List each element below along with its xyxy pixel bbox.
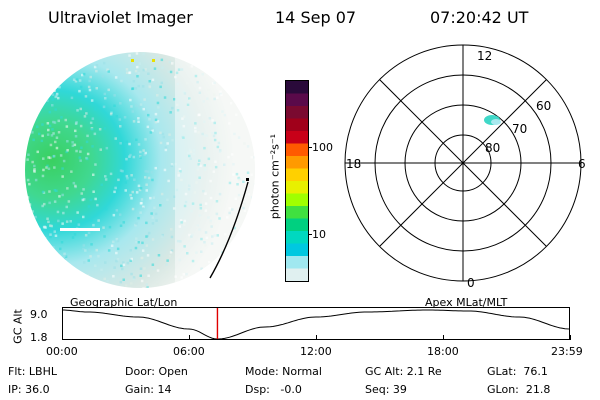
colorbar-segment [286,243,308,257]
status-door: Door: Open [125,365,188,378]
timeline-ytick-low: 1.8 [30,331,48,344]
image-gap-line [60,228,100,231]
lat-label-70: 70 [512,122,527,136]
colorbar-segment [286,268,308,282]
status-ip: IP: 36.0 [8,383,50,396]
terminator-line [209,181,249,279]
timeline-right-title: Apex MLat/MLT [425,296,508,309]
timeline-left-title: Geographic Lat/Lon [70,296,178,309]
status-gcalt: GC Alt: 2.1 Re [365,365,442,378]
colorbar-segment [286,256,308,269]
colorbar-segment [286,193,308,207]
colorbar-segment [286,181,308,194]
status-gain: Gain: 14 [125,383,172,396]
colorbar-segment [286,168,308,182]
status-mode: Mode: Normal [245,365,322,378]
altitude-curve [62,309,571,340]
lat-label-60: 60 [536,99,551,113]
colorbar-segment [286,118,308,132]
status-dsp: Dsp: -0.0 [245,383,302,396]
observation-date: 14 Sep 07 [275,8,357,27]
observation-time: 07:20:42 UT [430,8,529,27]
status-flt: Flt: LBHL [8,365,57,378]
mlt-label-18: 18 [346,157,361,171]
colorbar [285,80,309,282]
timeline-frame [62,307,570,340]
colorbar-segment [286,131,308,144]
polar-plot: 12 18 6 0 60 70 80 [344,44,586,290]
colorbar-segment [286,143,308,157]
timeline-xtick-3: 18:00 [427,345,459,358]
colorbar-tick-100: 100 [312,141,333,154]
timeline-axis-label: GC Alt [11,309,25,344]
colorbar-segment [286,231,308,244]
colorbar-unit-label: photon cm⁻²s⁻¹ [268,133,282,220]
colorbar-gradient [286,81,308,282]
colorbar-segment [286,206,308,219]
status-glon: GLon: 21.8 [487,383,551,396]
timeline-xtick-4: 23:59 [551,345,583,358]
lat-label-80: 80 [485,141,500,155]
colorbar-segment [286,93,308,107]
timeline-ytick-high: 9.0 [30,308,48,321]
mlt-label-6: 6 [578,157,586,171]
status-glat: GLat: 76.1 [487,365,548,378]
timeline-xtick-1: 06:00 [173,345,205,358]
colorbar-segment [286,81,308,94]
status-seq: Seq: 39 [365,383,407,396]
earth-uv-image [25,52,255,288]
instrument-title: Ultraviolet Imager [48,8,193,27]
colorbar-segment [286,156,308,169]
timeline-plot [62,307,571,340]
colorbar-segment [286,218,308,232]
colorbar-segment [286,106,308,119]
mlt-label-12: 12 [477,49,492,63]
colorbar-tick-10: 10 [312,228,326,241]
mlt-label-0: 0 [467,276,475,290]
timeline-xtick-2: 12:00 [300,345,332,358]
timeline-xtick-0: 00:00 [46,345,78,358]
